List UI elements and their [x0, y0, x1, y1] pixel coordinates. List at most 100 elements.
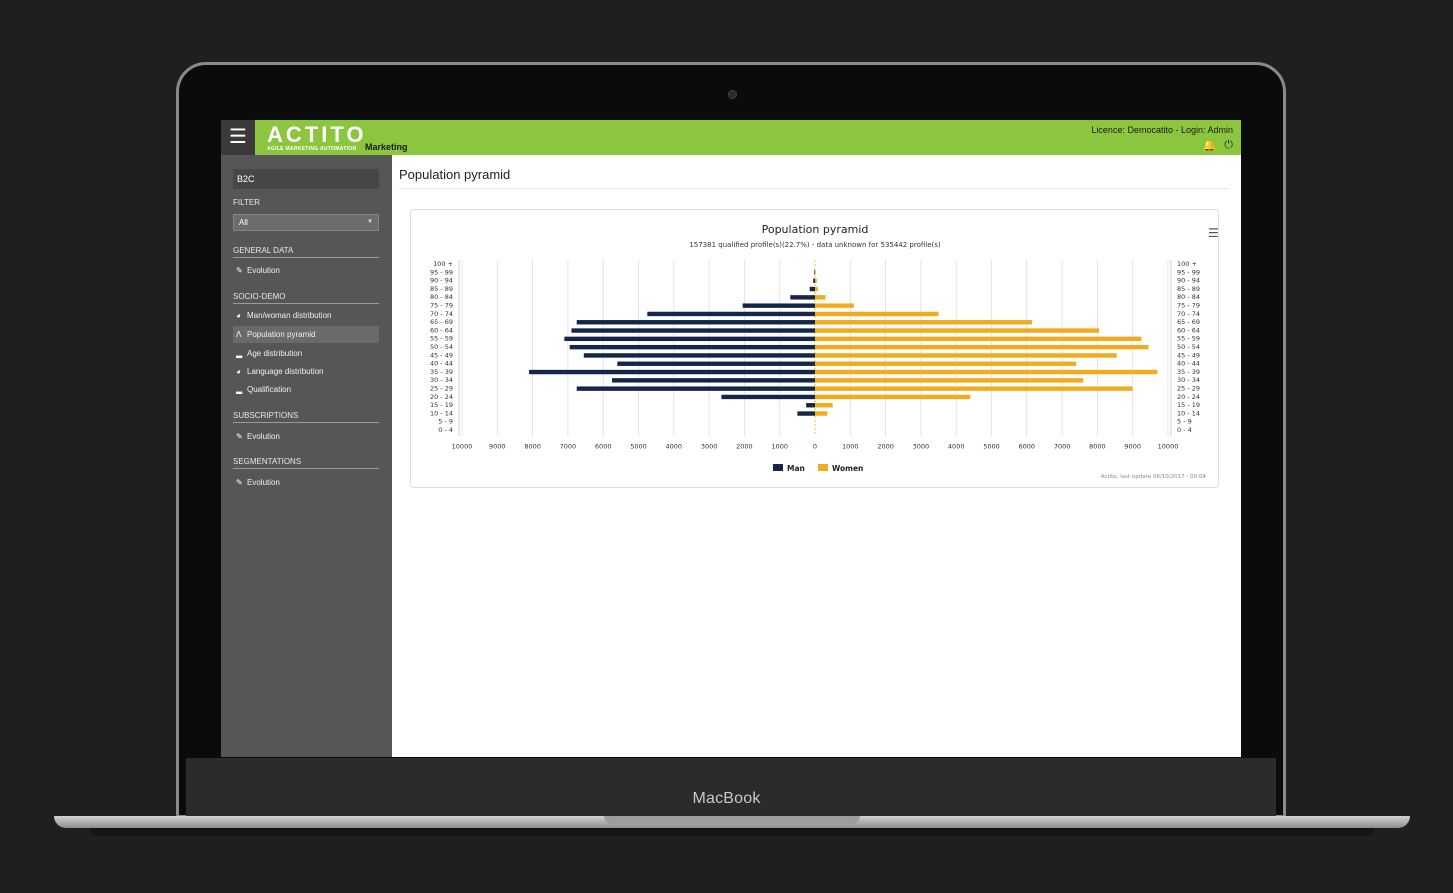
y-tick-label-right: 10 - 14 [1177, 409, 1200, 417]
bar-women [815, 270, 816, 275]
bar-women [815, 278, 817, 283]
y-tick-label-left: 100 + [433, 260, 453, 268]
bar-man [571, 328, 815, 333]
bar-man [721, 394, 815, 400]
chart-credit: Actito, last update 06/10/2017 - 00:04 [1101, 474, 1207, 480]
bar-women [815, 394, 971, 400]
bar-man [576, 320, 815, 325]
power-icon[interactable]: ⏻ [1224, 139, 1233, 151]
y-tick-label-right: 90 - 94 [1177, 277, 1200, 285]
hamburger-menu-icon[interactable]: ☰ [221, 120, 255, 155]
population-pyramid-chart: 10000 9000 8000 7000 6000 5000 4000 3000 2000 100… [430, 223, 1207, 480]
x-tick-label: 5000 [630, 442, 647, 450]
y-tick-label-right: 80 - 84 [1177, 293, 1200, 301]
x-tick-label: 2000 [877, 442, 894, 450]
bar-man [814, 270, 815, 275]
x-tick-label: 10000 [452, 442, 473, 450]
y-tick-label-left: 15 - 19 [430, 401, 453, 409]
chart-subtitle: 157381 qualified profile(s)(22.7%) - dat… [689, 241, 941, 249]
sidebar-item-general-evolution[interactable]: ✎ Evolution [233, 262, 379, 279]
y-tick-label-left: 5 - 9 [438, 418, 453, 426]
bar-man [797, 411, 815, 416]
bar-man [612, 378, 815, 383]
sidebar-item-subscriptions-evolution[interactable]: ✎ Evolution [233, 428, 379, 445]
bar-man [569, 344, 815, 350]
sidebar-item-label: Age distribution [247, 349, 303, 358]
pie-icon: ◕ [236, 367, 241, 376]
y-tick-label-left: 75 - 79 [430, 302, 453, 310]
bar-women [815, 344, 1149, 350]
bar-man [576, 386, 815, 391]
sidebar-item-man-woman[interactable]: ◕ Man/woman distribution [233, 307, 379, 324]
y-tick-label-right: 25 - 29 [1177, 385, 1200, 393]
y-tick-label-right: 95 - 99 [1177, 268, 1200, 276]
y-tick-label-left: 35 - 39 [430, 368, 453, 376]
y-tick-label-right: 50 - 54 [1177, 343, 1200, 351]
y-tick-label-left: 30 - 34 [430, 376, 453, 384]
bar-women [815, 295, 826, 300]
y-tick-label-right: 0 - 4 [1177, 426, 1192, 434]
sidebar: B2C FILTER All ▼ GENERAL DATA ✎ Evolution… [221, 155, 392, 757]
legend-swatch-man [773, 464, 783, 471]
camera [728, 90, 737, 99]
bar-women [815, 303, 854, 308]
y-tick-label-left: 45 - 49 [430, 351, 453, 359]
bar-women [815, 353, 1117, 358]
pyramid-icon: Λ [236, 330, 242, 339]
laptop-notch [604, 816, 860, 824]
x-tick-label: 9000 [489, 442, 506, 450]
y-tick-label-left: 20 - 24 [430, 393, 453, 401]
bar-man [809, 286, 815, 292]
sidebar-item-population-pyramid[interactable]: Λ Population pyramid [233, 326, 379, 343]
sidebar-item-language-distribution[interactable]: ◕ Language distribution [233, 363, 379, 380]
x-tick-label: 1000 [771, 442, 788, 450]
logo-tagline: AGILE MARKETING AUTOMATION [267, 146, 357, 152]
bar-man [583, 353, 815, 358]
x-tick-label: 7000 [560, 442, 577, 450]
sidebar-item-age-distribution[interactable]: ▂ Age distribution [233, 345, 379, 362]
filter-select[interactable]: All ▼ [233, 214, 379, 231]
filter-value: All [239, 218, 248, 227]
legend-label-man[interactable]: Man [787, 464, 805, 473]
y-tick-label-left: 0 - 4 [438, 426, 453, 434]
legend-label-women[interactable]: Women [832, 464, 863, 473]
chart-menu-icon[interactable]: ☰ [1208, 226, 1219, 240]
x-tick-label: 10000 [1158, 442, 1179, 450]
section-segmentations: SEGMENTATIONS [233, 457, 379, 469]
x-tick-label: 5000 [983, 442, 1000, 450]
x-tick-label: 8000 [524, 442, 541, 450]
page-title: Population pyramid [399, 167, 511, 182]
sidebar-item-segmentations-evolution[interactable]: ✎ Evolution [233, 474, 379, 491]
bar-women [815, 320, 1033, 325]
sidebar-item-label: Evolution [247, 432, 280, 441]
sidebar-item-qualification[interactable]: ▂ Qualification [233, 381, 379, 398]
x-tick-label: 4000 [948, 442, 965, 450]
module-name[interactable]: Marketing [365, 142, 408, 152]
bar-women [815, 369, 1158, 375]
y-tick-label-right: 100 + [1177, 260, 1197, 268]
pie-icon: ◕ [236, 311, 241, 320]
bar-women [815, 403, 833, 408]
bar-chart-icon: ▂ [236, 385, 243, 394]
sidebar-item-label: Population pyramid [247, 330, 316, 339]
chart-title: Population pyramid [762, 223, 869, 236]
y-tick-label-right: 40 - 44 [1177, 360, 1200, 368]
environment-selector[interactable]: B2C [233, 169, 379, 189]
y-tick-label-right: 60 - 64 [1177, 326, 1200, 334]
top-bar: ☰ ACTITO AGILE MARKETING AUTOMATION Mark… [221, 120, 1241, 155]
sidebar-item-label: Language distribution [247, 367, 324, 376]
bar-women [815, 336, 1142, 342]
x-tick-label: 4000 [666, 442, 683, 450]
y-tick-label-left: 40 - 44 [430, 360, 453, 368]
section-general-data: GENERAL DATA [233, 246, 379, 258]
y-tick-label-left: 55 - 59 [430, 335, 453, 343]
y-tick-label-left: 65 - 69 [430, 318, 453, 326]
licence-info: Licence: Democatito - Login: Admin [1091, 125, 1233, 135]
y-tick-label-right: 15 - 19 [1177, 401, 1200, 409]
y-tick-label-left: 50 - 54 [430, 343, 453, 351]
bell-icon[interactable]: 🔔 [1202, 140, 1217, 152]
x-tick-label: 6000 [1019, 442, 1036, 450]
top-icons: 🔔 ⏻ [1203, 139, 1233, 152]
y-tick-label-right: 65 - 69 [1177, 318, 1200, 326]
y-tick-label-right: 45 - 49 [1177, 351, 1200, 359]
